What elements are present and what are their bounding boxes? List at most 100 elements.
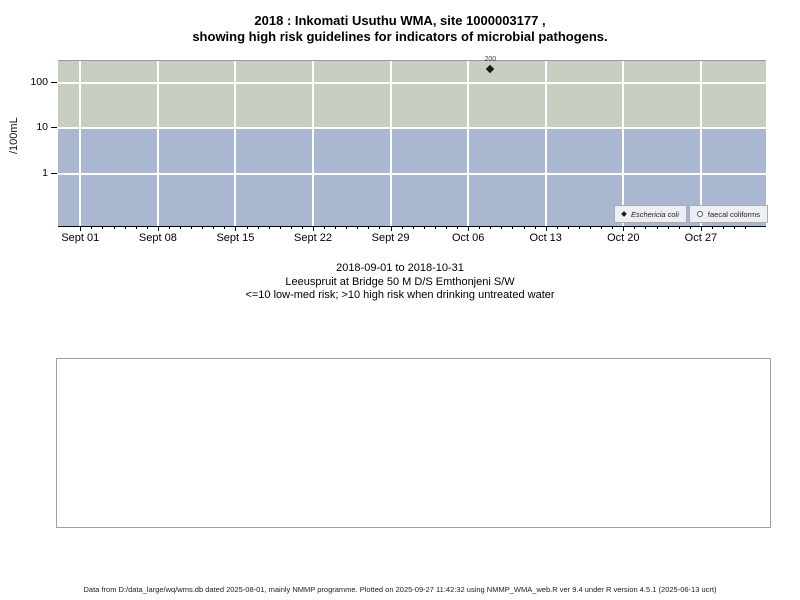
legend: Eschericia coli faecal coliforms (613, 205, 768, 223)
open-circle-icon (696, 211, 703, 217)
plot-panel: 200 Eschericia coli faecal coliforms (58, 56, 768, 227)
x-tick-minor (601, 226, 603, 229)
x-tick-minor (434, 226, 436, 229)
x-tick-label: Oct 06 (451, 232, 485, 244)
x-tick-minor (368, 226, 370, 229)
caption-date-range: 2018-09-01 to 2018-10-31 (336, 262, 464, 274)
x-tick-minor (279, 226, 281, 229)
y-tick-label: 1 (42, 166, 48, 179)
x-tick-minor (501, 226, 503, 229)
legend-entry-faecal-coliforms: faecal coliforms (688, 205, 768, 223)
plot-region: /100mL 100 10 1 200 Eschericia coli faecal… (0, 0, 800, 260)
y-tick-mark (51, 172, 57, 174)
gridline-y (58, 127, 766, 129)
x-tick-label: Sept 29 (371, 232, 410, 244)
x-tick-major (623, 226, 625, 231)
gridline-y (58, 172, 766, 175)
x-tick-minor (224, 226, 226, 229)
x-tick-minor (578, 226, 580, 229)
x-tick-major (80, 226, 82, 231)
x-tick-minor (490, 226, 492, 229)
x-tick-minor (711, 226, 713, 229)
legend-label-ecoli: Eschericia coli (630, 209, 679, 219)
gridline-x (79, 61, 82, 226)
caption: 2018-09-01 to 2018-10-31 Leeuspruit at B… (0, 262, 800, 303)
gridline-x (389, 61, 392, 226)
chart-title: 2018 : Inkomati Usuthu WMA, site 1000003… (0, 13, 800, 45)
x-tick-minor (590, 226, 592, 229)
x-tick-label: Oct 13 (529, 232, 562, 244)
x-tick-minor (180, 226, 182, 229)
y-tick-label: 100 (30, 75, 48, 88)
x-tick-minor (113, 226, 115, 229)
x-tick-minor (523, 226, 525, 229)
x-tick-minor (324, 226, 326, 229)
x-tick-minor (257, 226, 259, 229)
gridline-x (467, 61, 470, 226)
chart-title-line1: 2018 : Inkomati Usuthu WMA, site 1000003… (254, 13, 546, 28)
gridline-x (312, 61, 314, 226)
legend-label-faecal-coliforms: faecal coliforms (707, 209, 760, 219)
x-tick-minor (689, 226, 691, 229)
x-tick-minor (567, 226, 569, 229)
x-tick-major (700, 226, 702, 231)
x-tick-minor (612, 226, 614, 229)
x-tick-minor (168, 226, 170, 229)
x-tick-minor (656, 226, 658, 229)
x-tick-minor (335, 226, 337, 229)
x-tick-major (313, 226, 314, 231)
x-tick-label: Sept 15 (216, 232, 255, 244)
x-tick-major (235, 226, 237, 231)
x-tick-minor (734, 226, 736, 229)
gridline-x (234, 61, 237, 226)
x-tick-minor (301, 226, 303, 229)
x-tick-minor (202, 226, 204, 229)
gridline-y (58, 81, 766, 84)
y-tick-mark (51, 81, 57, 83)
high-risk-band (58, 61, 766, 128)
gridline-x (699, 61, 702, 226)
x-tick-minor (667, 226, 669, 229)
chart-title-line2: showing high risk guidelines for indicat… (192, 29, 608, 44)
x-tick-minor (102, 226, 104, 229)
gridline-x (544, 61, 547, 226)
x-tick-minor (745, 226, 747, 229)
x-tick-minor (135, 226, 137, 229)
x-tick-minor (457, 226, 459, 229)
x-tick-minor (268, 226, 270, 229)
x-tick-minor (645, 226, 647, 229)
x-tick-major (468, 226, 470, 231)
data-point-label: 200 (484, 55, 497, 63)
x-tick-minor (445, 226, 447, 229)
x-tick-minor (534, 226, 536, 229)
x-tick-minor (379, 226, 381, 229)
x-tick-minor (512, 226, 514, 229)
x-tick-minor (346, 226, 348, 229)
x-tick-minor (423, 226, 425, 229)
x-tick-minor (191, 226, 193, 229)
footer-provenance-text: Data from D:/data_large/wq/wms.db dated … (83, 585, 717, 594)
filled-diamond-icon (621, 211, 627, 217)
x-tick-minor (401, 226, 403, 229)
x-tick-minor (246, 226, 248, 229)
empty-panel-box (56, 358, 771, 528)
legend-entry-ecoli: Eschericia coli (613, 205, 687, 223)
x-tick-major (157, 226, 159, 231)
x-tick-minor (678, 226, 680, 229)
x-tick-major (390, 226, 392, 231)
x-tick-minor (634, 226, 636, 229)
x-tick-minor (479, 226, 481, 229)
x-tick-major (545, 226, 547, 231)
x-tick-minor (91, 226, 93, 229)
x-tick-label: Sept 08 (138, 232, 177, 244)
x-tick-minor (290, 226, 292, 229)
gridline-x (622, 61, 625, 226)
x-tick-minor (412, 226, 414, 229)
x-tick-label: Oct 27 (684, 232, 718, 244)
y-tick-mark (51, 127, 57, 128)
x-tick-label: Sept 22 (294, 232, 332, 244)
x-tick-minor (213, 226, 215, 229)
x-tick-minor (146, 226, 148, 229)
caption-risk-note: <=10 low-med risk; >10 high risk when dr… (245, 289, 555, 301)
caption-site-name: Leeuspruit at Bridge 50 M D/S Emthonjeni… (285, 275, 515, 288)
